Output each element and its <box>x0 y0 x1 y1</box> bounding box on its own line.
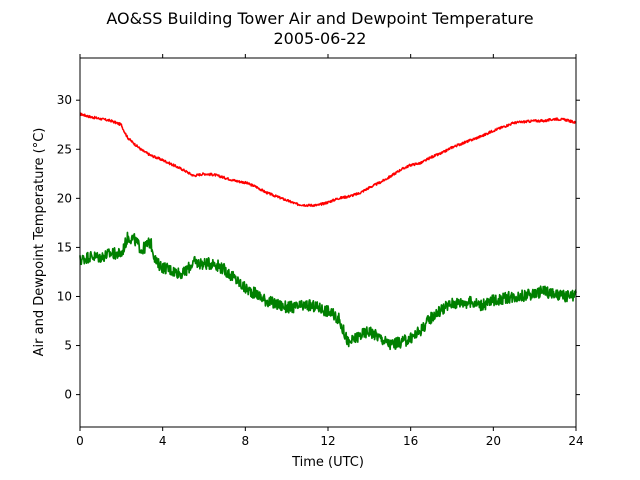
y-tick-label: 25 <box>57 142 72 156</box>
y-tick-label: 20 <box>57 191 72 205</box>
y-tick-label: 0 <box>64 388 72 402</box>
x-tick-label: 16 <box>403 434 418 448</box>
x-tick-label: 0 <box>76 434 84 448</box>
x-tick-label: 8 <box>242 434 250 448</box>
y-tick-label: 15 <box>57 240 72 254</box>
x-tick-label: 12 <box>320 434 335 448</box>
series-line-0 <box>79 112 577 208</box>
x-axis-label: Time (UTC) <box>291 455 364 470</box>
x-tick-label: 24 <box>568 434 583 448</box>
chart-title: AO&SS Building Tower Air and Dewpoint Te… <box>106 9 533 28</box>
plot-area <box>79 112 577 351</box>
axes-frame <box>79 57 577 428</box>
y-tick-label: 10 <box>57 289 72 303</box>
x-tick-label: 4 <box>159 434 167 448</box>
chart-subtitle: 2005-06-22 <box>274 29 367 48</box>
y-axis-label: Air and Dewpoint Temperature (°C) <box>32 128 47 357</box>
series-line-1 <box>79 231 577 351</box>
x-tick-label: 20 <box>486 434 501 448</box>
y-tick-label: 30 <box>57 93 72 107</box>
x-axis: 0 4 8 12 16 20 24 <box>76 54 584 448</box>
y-tick-label: 5 <box>64 339 72 353</box>
y-axis: 0 5 10 15 20 25 30 <box>57 93 580 402</box>
